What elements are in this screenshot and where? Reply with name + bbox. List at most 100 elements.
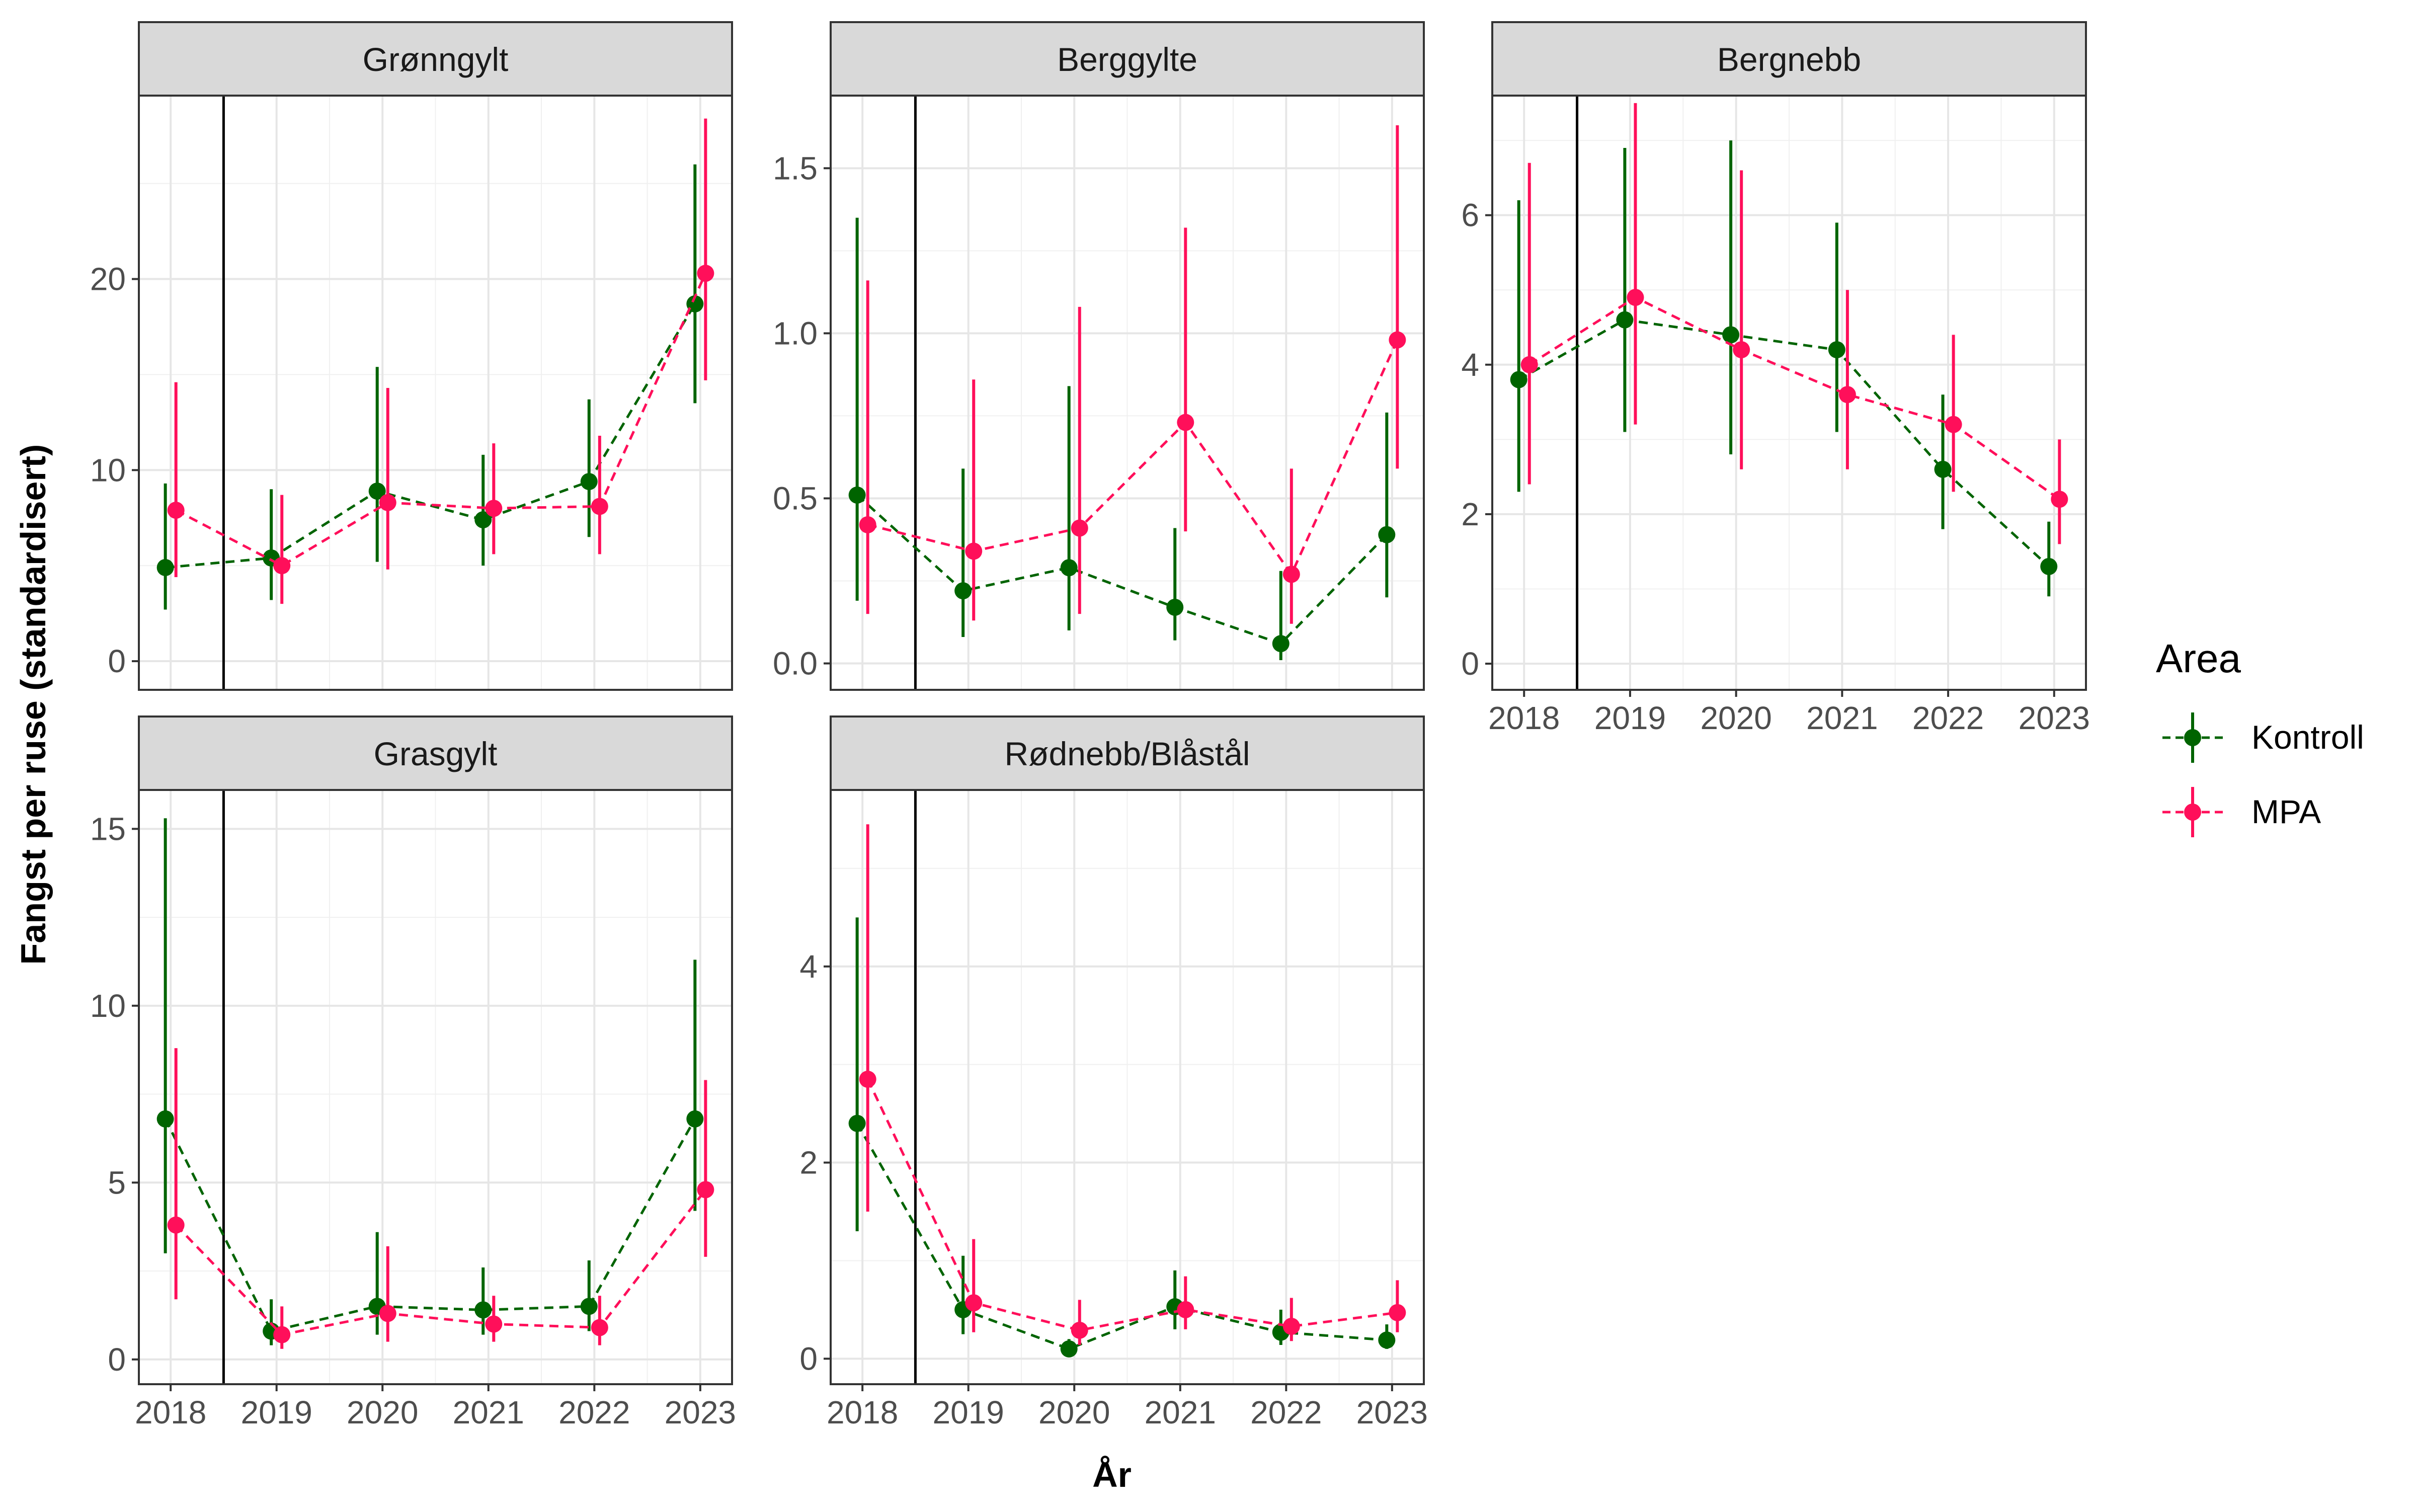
series-line-mpa-bergnebb — [1528, 296, 2060, 501]
x-tick-label: 2023 — [665, 1394, 736, 1430]
data-point-mpa — [1282, 566, 1300, 583]
x-tick-label: 2023 — [1356, 1394, 1428, 1430]
panel-border-grasgylt — [138, 789, 733, 1385]
data-point-mpa — [1520, 356, 1538, 373]
legend-key-point-mpa — [2184, 804, 2201, 821]
data-point-mpa — [1071, 519, 1088, 537]
data-point-kontroll — [1060, 1340, 1078, 1358]
data-point-kontroll — [1166, 598, 1184, 616]
x-tick-label: 2019 — [933, 1394, 1004, 1430]
x-tick-label: 2021 — [1145, 1394, 1216, 1430]
series-line-mpa-gronngylt — [175, 273, 707, 568]
y-tick-label: 20 — [90, 261, 126, 297]
x-tick-label: 2018 — [827, 1394, 898, 1430]
series-line-kontroll-rodnebb-blastal — [856, 1123, 1387, 1350]
x-tick-label: 2021 — [453, 1394, 524, 1430]
data-point-kontroll — [580, 1298, 598, 1315]
data-point-mpa — [2051, 491, 2068, 508]
data-point-mpa — [1282, 1318, 1300, 1335]
series-line-kontroll-berggylte — [856, 494, 1388, 645]
x-tick-label: 2020 — [1700, 700, 1772, 736]
data-point-kontroll — [474, 511, 492, 529]
facet-strip-berggylte — [830, 21, 1425, 97]
data-point-mpa — [485, 1315, 503, 1333]
data-point-mpa — [859, 516, 876, 533]
data-point-mpa — [1071, 1321, 1088, 1339]
data-point-mpa — [167, 502, 185, 519]
facet-title-grasgylt: Grasgylt — [374, 735, 498, 772]
facet-title-gronngylt: Grønngylt — [363, 41, 509, 78]
facet-strip-gronngylt — [138, 21, 733, 97]
data-point-kontroll — [156, 559, 174, 576]
series-line-mpa-rodnebb-blastal — [866, 1078, 1398, 1332]
y-tick-label: 0 — [799, 1340, 818, 1377]
data-point-kontroll — [1510, 371, 1527, 388]
x-tick-label: 2022 — [558, 1394, 630, 1430]
y-tick-label: 10 — [90, 988, 126, 1024]
data-point-kontroll — [954, 582, 972, 600]
series-line-kontroll-bergnebb — [1518, 319, 2050, 568]
facet-strip-bergnebb — [1491, 21, 2087, 97]
y-axis-title: Fangst per ruse (standardisert) — [14, 444, 53, 965]
y-tick-label: 2 — [1461, 496, 1479, 532]
data-point-kontroll — [368, 483, 386, 500]
data-point-mpa — [1389, 331, 1406, 349]
data-point-mpa — [485, 500, 503, 517]
data-point-kontroll — [1616, 311, 1634, 329]
y-tick-label: 0.0 — [773, 646, 818, 682]
data-point-kontroll — [1378, 526, 1396, 543]
y-tick-label: 4 — [799, 948, 818, 985]
data-point-kontroll — [2040, 558, 2058, 575]
data-point-mpa — [1177, 1301, 1194, 1318]
data-point-mpa — [1627, 289, 1644, 306]
data-point-mpa — [379, 1305, 396, 1322]
x-tick-label: 2023 — [2019, 700, 2090, 736]
data-point-mpa — [859, 1070, 876, 1088]
data-point-kontroll — [848, 486, 866, 504]
data-point-kontroll — [474, 1301, 492, 1319]
legend-key-point-kontroll — [2184, 729, 2201, 746]
data-point-mpa — [697, 1181, 714, 1199]
data-point-mpa — [965, 542, 983, 560]
x-tick-label: 2021 — [1806, 700, 1878, 736]
legend-label-mpa: MPA — [2251, 793, 2321, 830]
data-point-mpa — [591, 1319, 608, 1336]
data-point-mpa — [591, 498, 608, 515]
data-point-mpa — [1389, 1304, 1406, 1321]
x-tick-label: 2022 — [1250, 1394, 1322, 1430]
y-tick-label: 0 — [108, 643, 126, 679]
y-tick-label: 2 — [799, 1145, 818, 1181]
y-tick-label: 1.5 — [773, 150, 818, 186]
data-point-mpa — [1945, 416, 1962, 433]
y-tick-label: 6 — [1461, 197, 1479, 233]
x-tick-label: 2019 — [241, 1394, 312, 1430]
y-tick-label: 0.5 — [773, 480, 818, 516]
data-point-mpa — [965, 1294, 983, 1312]
facet-title-rodnebb-blastal: Rødnebb/Blåstål — [1005, 735, 1250, 772]
y-tick-label: 4 — [1461, 347, 1479, 383]
x-axis-title: År — [1092, 1455, 1132, 1494]
y-tick-label: 0 — [108, 1341, 126, 1378]
data-point-mpa — [1177, 414, 1194, 431]
y-tick-label: 10 — [90, 452, 126, 488]
y-tick-label: 15 — [90, 811, 126, 847]
data-point-kontroll — [1060, 559, 1078, 577]
series-line-kontroll-grasgylt — [164, 1118, 696, 1333]
panel-border-rodnebb-blastal — [830, 789, 1425, 1385]
legend-title: Area — [2156, 636, 2241, 681]
data-point-kontroll — [1934, 460, 1952, 478]
facet-strip-rodnebb-blastal — [830, 715, 1425, 791]
data-point-mpa — [697, 265, 714, 282]
x-tick-label: 2018 — [135, 1394, 206, 1430]
x-tick-label: 2019 — [1594, 700, 1666, 736]
data-point-mpa — [379, 494, 396, 511]
x-tick-label: 2018 — [1488, 700, 1560, 736]
series-line-mpa-grasgylt — [175, 1188, 707, 1336]
data-point-mpa — [273, 1326, 291, 1343]
panel-border-berggylte — [830, 95, 1425, 691]
legend-label-kontroll: Kontroll — [2251, 719, 2364, 756]
series-line-kontroll-gronngylt — [165, 303, 696, 569]
y-tick-label: 5 — [108, 1164, 126, 1201]
